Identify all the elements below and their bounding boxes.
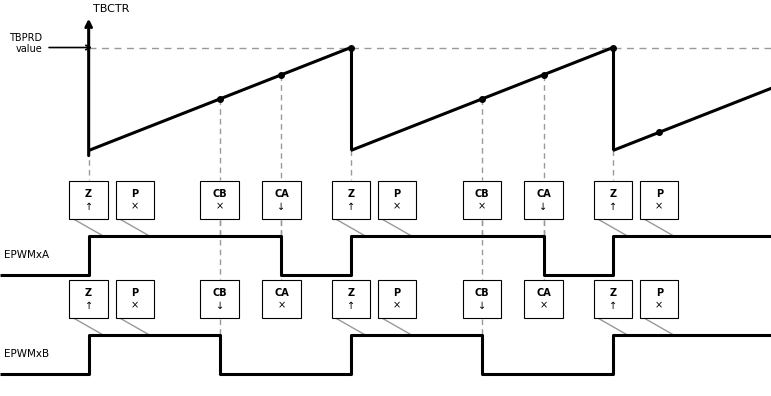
Bar [463,280,501,318]
Text: ×: × [216,202,224,212]
Text: Z: Z [85,189,93,199]
Text: CA: CA [536,288,551,298]
Text: ×: × [131,301,139,311]
Bar [594,280,632,318]
Text: ×: × [655,202,663,212]
Text: ↑: ↑ [347,202,355,212]
Text: TBCTR: TBCTR [93,4,129,14]
Text: P: P [655,288,663,298]
Text: Z: Z [85,288,93,298]
Text: P: P [393,189,401,199]
Text: Z: Z [347,288,355,298]
Bar [200,181,239,219]
Text: CA: CA [274,288,289,298]
Bar [262,280,301,318]
Text: P: P [131,189,139,199]
Text: ×: × [393,301,401,311]
Bar [116,280,154,318]
Text: ×: × [278,301,285,311]
Bar [378,181,416,219]
Bar [463,181,501,219]
Bar [524,181,563,219]
Bar [524,280,563,318]
Bar [116,181,154,219]
Bar [332,181,370,219]
Text: CA: CA [536,189,551,199]
Text: P: P [131,288,139,298]
Text: ↑: ↑ [85,202,93,212]
Text: Z: Z [609,288,617,298]
Bar [200,280,239,318]
Bar [378,280,416,318]
Text: Z: Z [347,189,355,199]
Text: CB: CB [475,288,489,298]
Text: ↑: ↑ [609,202,617,212]
Text: EPWMxB: EPWMxB [4,349,49,360]
Text: ×: × [655,301,663,311]
Text: ↑: ↑ [347,301,355,311]
Text: ↑: ↑ [609,301,617,311]
Text: ×: × [131,202,139,212]
Text: P: P [655,189,663,199]
Bar [594,181,632,219]
Text: ×: × [393,202,401,212]
Bar [640,181,678,219]
Bar [262,181,301,219]
Text: ↓: ↓ [478,301,486,311]
Text: ↓: ↓ [278,202,285,212]
Text: ↓: ↓ [540,202,547,212]
Text: CB: CB [475,189,489,199]
Text: ↑: ↑ [85,301,93,311]
Text: Z: Z [609,189,617,199]
Text: TBPRD
value: TBPRD value [9,33,42,54]
Text: ×: × [478,202,486,212]
Text: CA: CA [274,189,289,199]
Bar [69,181,108,219]
Text: CB: CB [213,189,227,199]
Bar [640,280,678,318]
Bar [332,280,370,318]
Bar [69,280,108,318]
Text: CB: CB [213,288,227,298]
Text: ↓: ↓ [216,301,224,311]
Text: ×: × [540,301,547,311]
Text: EPWMxA: EPWMxA [4,250,49,261]
Text: P: P [393,288,401,298]
